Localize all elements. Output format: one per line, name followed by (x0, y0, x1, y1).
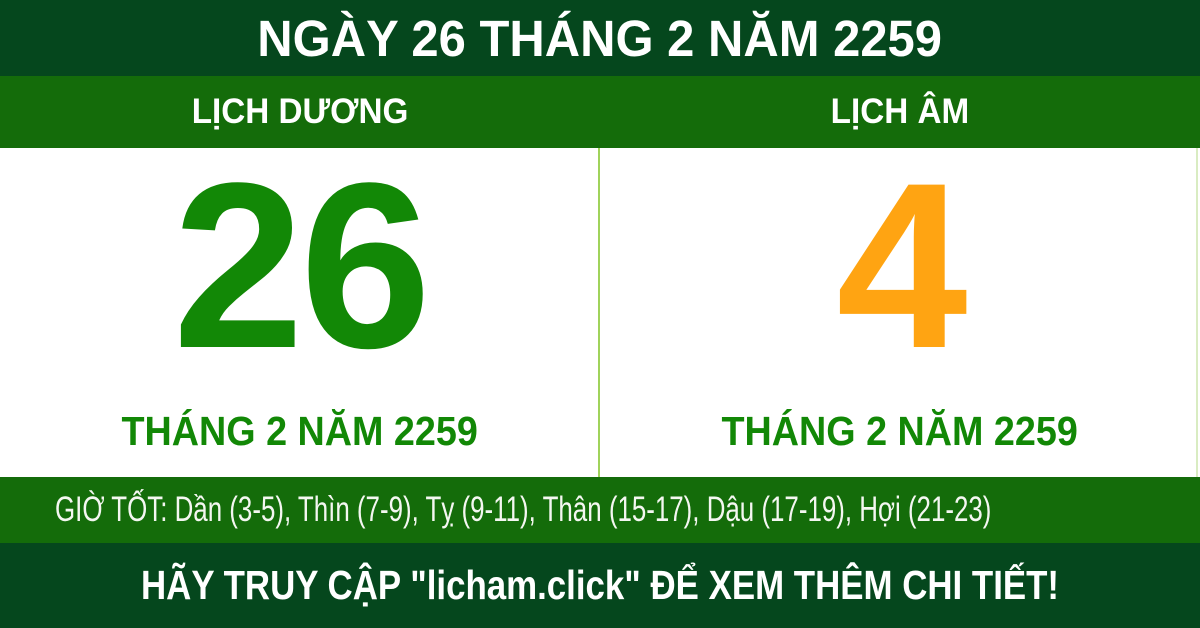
solar-label-cell: LỊCH DƯƠNG (0, 76, 600, 148)
calendar-type-band: LỊCH DƯƠNG LỊCH ÂM (0, 76, 1200, 148)
page-title: NGÀY 26 THÁNG 2 NĂM 2259 (257, 9, 943, 67)
footer-message: HÃY TRUY CẬP "licham.click" ĐỂ XEM THÊM … (140, 562, 1060, 608)
solar-day-number: 26 (172, 134, 432, 398)
good-hours-text: GIỜ TỐT: Dần (3-5), Thìn (7-9), Tỵ (9-11… (55, 490, 992, 529)
footer-banner: HÃY TRUY CẬP "licham.click" ĐỂ XEM THÊM … (0, 543, 1200, 628)
date-header: NGÀY 26 THÁNG 2 NĂM 2259 (0, 0, 1200, 76)
solar-day-panel: 26 THÁNG 2 NĂM 2259 (0, 148, 600, 477)
lunar-label-cell: LỊCH ÂM (600, 76, 1200, 148)
panel-divider (598, 148, 600, 477)
right-edge-line (1196, 148, 1198, 477)
lunar-day-panel: 4 THÁNG 2 NĂM 2259 (600, 148, 1200, 477)
lunar-day-number: 4 (836, 134, 967, 398)
solar-calendar-label: LỊCH DƯƠNG (191, 92, 409, 131)
day-panels: 26 THÁNG 2 NĂM 2259 4 THÁNG 2 NĂM 2259 (0, 148, 1200, 477)
lunar-calendar-label: LỊCH ÂM (830, 92, 970, 131)
solar-month-year: THÁNG 2 NĂM 2259 (121, 408, 479, 454)
good-hours-strip: GIỜ TỐT: Dần (3-5), Thìn (7-9), Tỵ (9-11… (0, 477, 1200, 543)
lunar-month-year: THÁNG 2 NĂM 2259 (721, 408, 1079, 454)
